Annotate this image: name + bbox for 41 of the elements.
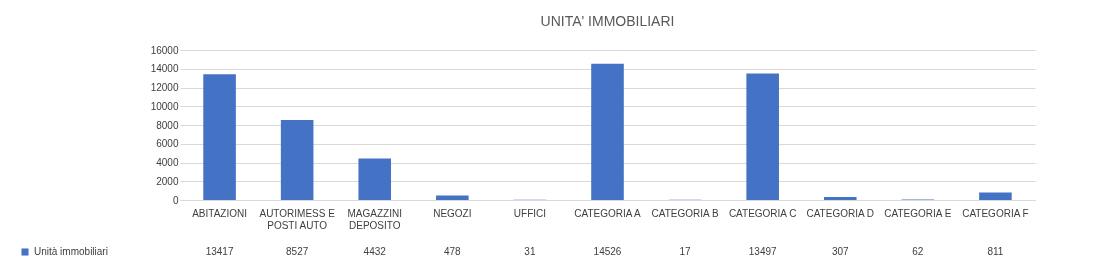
bar [280, 120, 314, 200]
y-tick-label: 2000 [156, 175, 179, 187]
x-tick-label: CATEGORIA D [806, 207, 875, 219]
bar [203, 74, 236, 200]
y-tick-label: 12000 [150, 82, 179, 93]
y-tick-label: 0 [172, 194, 179, 206]
chart-title: UNITA' IMMOBILIARI [540, 13, 675, 29]
x-tick-label: ABITAZIONI [192, 207, 247, 219]
x-tick-label: CATEGORIA C [728, 207, 797, 219]
bar [979, 192, 1012, 200]
data-label: 17 [679, 246, 692, 257]
data-label: 811 [987, 246, 1004, 257]
x-tick-label: NEGOZI [433, 207, 472, 219]
y-tick-label: 6000 [156, 138, 179, 150]
data-label: 13497 [748, 246, 778, 257]
x-tick-label: CATEGORIA B [651, 207, 719, 219]
x-tick-label: CATEGORIA E [884, 207, 952, 219]
data-label: 478 [443, 246, 462, 257]
data-label: 14526 [593, 246, 622, 257]
y-tick-label: 10000 [150, 100, 179, 112]
y-tick-label: 8000 [156, 119, 179, 131]
data-label: 4432 [363, 246, 387, 257]
bar [746, 73, 779, 200]
data-label: 307 [831, 246, 850, 257]
x-tick-label: CATEGORIA F [962, 207, 1029, 219]
x-tick-label: AUTORIMESS E POSTI AUTO [259, 207, 336, 231]
data-label: 31 [524, 246, 536, 257]
y-tick-label: 16000 [150, 44, 179, 56]
data-label: 62 [912, 246, 924, 257]
y-tick-label: 4000 [156, 157, 179, 168]
data-label: 8527 [286, 246, 309, 257]
x-tick-label: MAGAZZINI DEPOSITO [347, 207, 402, 231]
bar [823, 197, 857, 200]
y-tick-label: 14000 [150, 63, 179, 75]
data-label: 13417 [205, 246, 234, 257]
bar [591, 63, 624, 200]
legend-label: Unità immobiliari [34, 246, 108, 257]
bar [436, 195, 469, 200]
x-tick-label: CATEGORIA A [574, 207, 642, 219]
x-tick-label: UFFICI [513, 207, 547, 219]
bar [358, 158, 392, 200]
